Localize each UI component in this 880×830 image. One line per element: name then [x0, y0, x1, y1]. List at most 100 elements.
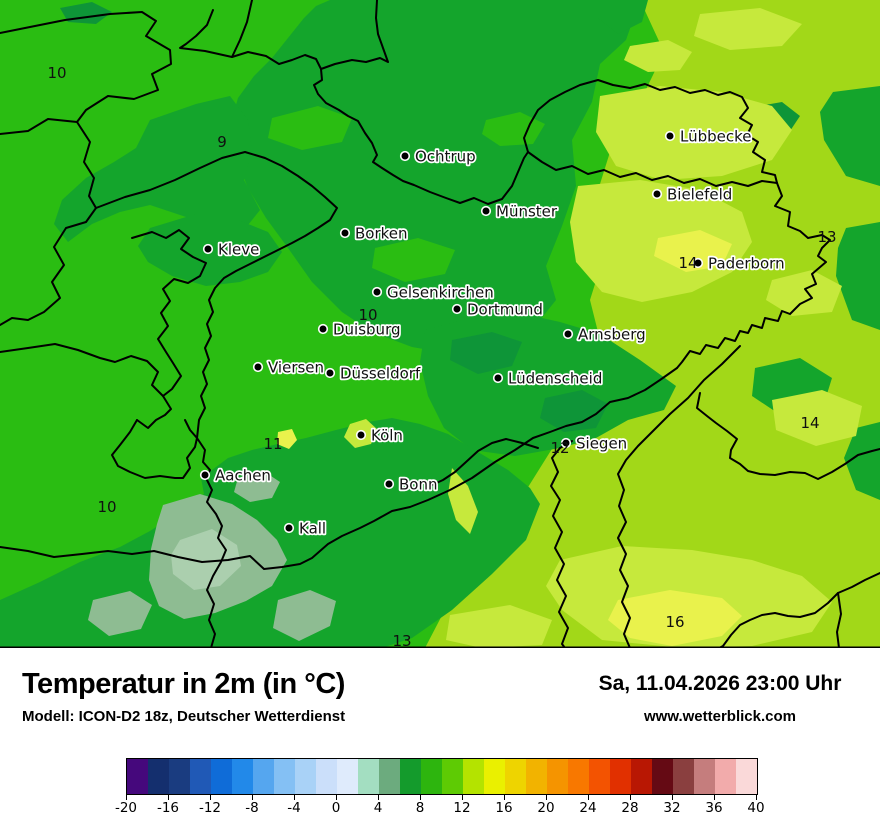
- city-dot: [317, 323, 329, 335]
- colorbar-tick-label: 24: [579, 800, 597, 816]
- colorbar-segment-12: [463, 759, 484, 794]
- city-marker-luebbecke: Lübbecke: [664, 126, 753, 147]
- colorbar-segment--20: [127, 759, 148, 794]
- city-label: Ochtrup: [415, 148, 476, 166]
- map-region-east-warm: [425, 0, 880, 648]
- colorbar-segment--4: [295, 759, 316, 794]
- colorbar-tick-label: 36: [705, 800, 723, 816]
- city-marker-aachen: Aachen: [199, 465, 273, 486]
- colorbar-segment-20: [547, 759, 568, 794]
- colorbar-tick: [672, 795, 673, 800]
- colorbar-tick: [588, 795, 589, 800]
- colorbar-segment-26: [610, 759, 631, 794]
- city-dot: [283, 522, 295, 534]
- temperature-map: Ochtrup Lübbecke Bielefeld Münster Borken Kle…: [0, 0, 880, 648]
- city-dot: [202, 243, 214, 255]
- city-dot: [692, 257, 704, 269]
- colorbar-segment-18: [526, 759, 547, 794]
- city-label: Bonn: [399, 476, 437, 494]
- city-label: Dortmund: [467, 301, 543, 319]
- temperature-value-label: 10: [358, 306, 377, 324]
- city-marker-koeln: Köln: [355, 425, 405, 446]
- city-marker-ochtrup: Ochtrup: [399, 146, 477, 167]
- forecast-datetime: Sa, 11.04.2026 23:00 Uhr: [598, 672, 842, 695]
- temperature-value-label: 9: [217, 133, 227, 151]
- temperature-value-label: 11: [263, 435, 282, 453]
- colorbar-segment--2: [316, 759, 337, 794]
- colorbar-tick: [126, 795, 127, 800]
- city-marker-kall: Kall: [283, 518, 328, 539]
- city-dot: [199, 469, 211, 481]
- city-label: Gelsenkirchen: [387, 284, 494, 302]
- colorbar-segment--8: [253, 759, 274, 794]
- colorbar-segment-0: [337, 759, 358, 794]
- city-dot: [252, 361, 264, 373]
- colorbar-segment-16: [505, 759, 526, 794]
- map-footer: Temperatur in 2m (in °C) Modell: ICON-D2…: [0, 648, 880, 830]
- colorbar-tick: [210, 795, 211, 800]
- colorbar-segment-4: [379, 759, 400, 794]
- city-marker-duesseldorf: Düsseldorf: [324, 363, 423, 384]
- colorbar-tick-label: -12: [198, 800, 222, 816]
- colorbar-segment--14: [190, 759, 211, 794]
- city-label: Lübbecke: [680, 128, 752, 146]
- colorbar-tick: [462, 795, 463, 800]
- colorbar-tick: [294, 795, 295, 800]
- city-dot: [492, 372, 504, 384]
- colorbar-tick: [168, 795, 169, 800]
- colorbar-tick-label: 12: [453, 800, 471, 816]
- admin-borders: [0, 0, 880, 648]
- city-label: Duisburg: [333, 321, 401, 339]
- colorbar-tick-label: 32: [663, 800, 681, 816]
- city-dot: [383, 478, 395, 490]
- city-marker-siegen: Siegen: [560, 433, 629, 454]
- colorbar-segment-14: [484, 759, 505, 794]
- colorbar-segment-6: [400, 759, 421, 794]
- city-label: Viersen: [268, 359, 324, 377]
- city-marker-kleve: Kleve: [202, 239, 261, 260]
- colorbar-tick: [630, 795, 631, 800]
- city-label: Arnsberg: [578, 326, 646, 344]
- city-dot: [371, 286, 383, 298]
- colorbar-tick-label: 4: [373, 800, 383, 816]
- colorbar-tick: [504, 795, 505, 800]
- temperature-value-label: 13: [817, 228, 836, 246]
- colorbar-tick: [336, 795, 337, 800]
- colorbar-segment-34: [694, 759, 715, 794]
- city-marker-muenster: Münster: [480, 201, 560, 222]
- city-label: Bielefeld: [667, 186, 732, 204]
- colorbar-tick-label: 28: [621, 800, 639, 816]
- colorbar-tick-label: -8: [245, 800, 259, 816]
- temperature-value-label: 16: [665, 613, 684, 631]
- colorbar-segment-8: [421, 759, 442, 794]
- city-marker-bonn: Bonn: [383, 474, 439, 495]
- city-dot: [451, 303, 463, 315]
- colorbar-segment--16: [169, 759, 190, 794]
- city-dot: [651, 188, 663, 200]
- city-label: Borken: [355, 225, 408, 243]
- colorbar-tick-label: 40: [747, 800, 765, 816]
- map-region-warmest-patches: [277, 230, 742, 646]
- city-marker-dortmund: Dortmund: [451, 299, 545, 320]
- colorbar-tick-label: -16: [156, 800, 180, 816]
- colorbar-tick-label: 20: [537, 800, 555, 816]
- colorbar-segment-32: [673, 759, 694, 794]
- map-bottom-border: [0, 646, 880, 648]
- colorbar-tick-label: -4: [287, 800, 301, 816]
- temperature-value-label: 14: [678, 254, 697, 272]
- colorbar-segment-24: [589, 759, 610, 794]
- colorbar-tick: [756, 795, 757, 800]
- city-marker-borken: Borken: [339, 223, 409, 244]
- map-region-cool: [0, 0, 880, 648]
- colorbar-segment--6: [274, 759, 295, 794]
- website-url: www.wetterblick.com: [644, 708, 796, 725]
- city-label: Münster: [496, 203, 558, 221]
- colorbar-tick-label: -20: [114, 800, 138, 816]
- temperature-value-label: 13: [392, 632, 411, 648]
- city-marker-gelsenkirchen: Gelsenkirchen: [371, 282, 495, 303]
- model-info: Modell: ICON-D2 18z, Deutscher Wetterdie…: [22, 708, 346, 725]
- city-label: Siegen: [576, 435, 627, 453]
- temperature-value-label: 14: [800, 414, 819, 432]
- colorbar-tick: [420, 795, 421, 800]
